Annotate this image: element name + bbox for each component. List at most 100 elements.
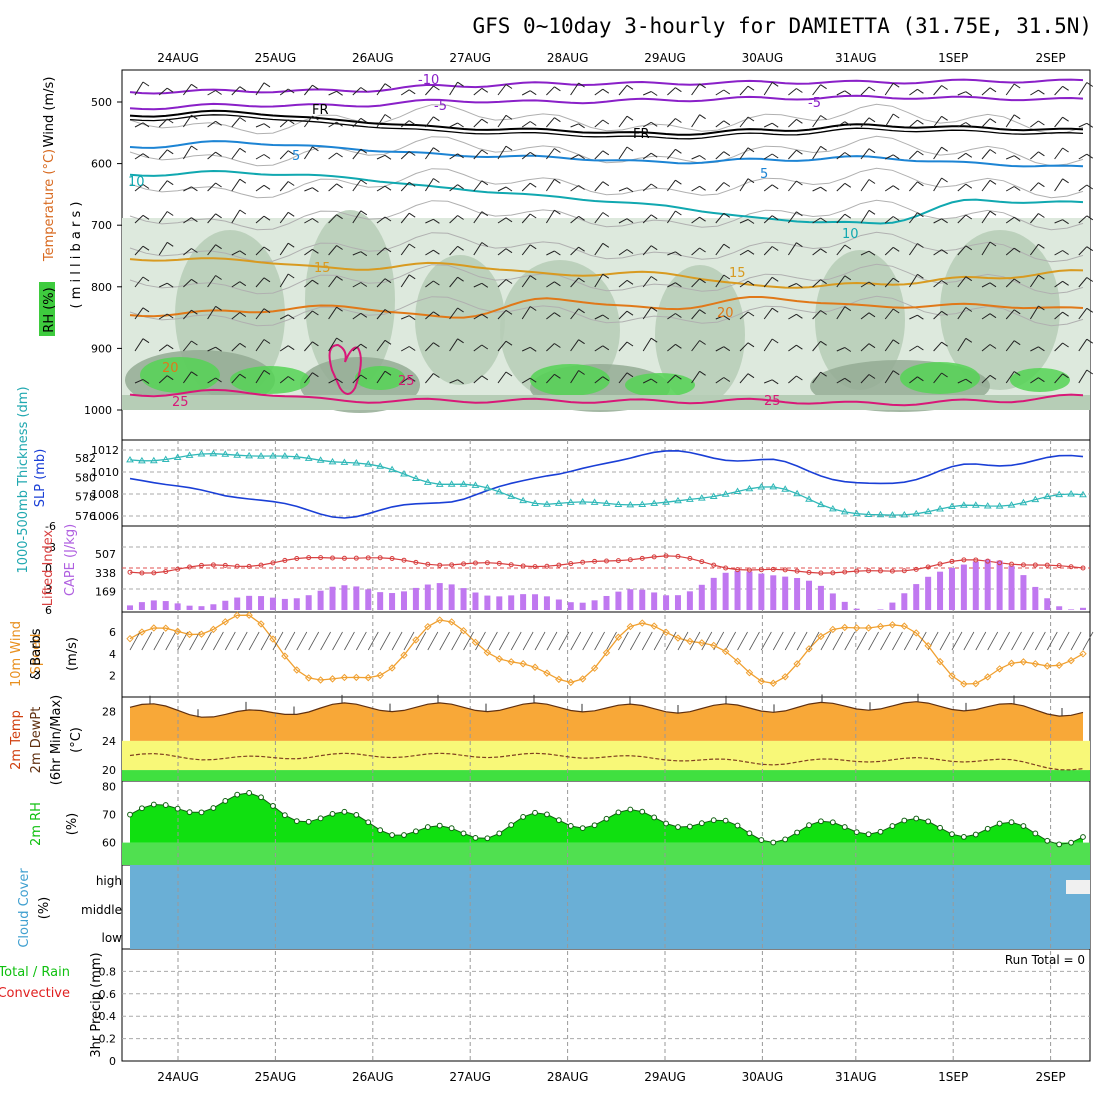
wind-barb-flag	[554, 343, 561, 348]
wind-barb	[231, 209, 241, 224]
wind-barb-flag	[433, 178, 440, 183]
wind-barb	[763, 82, 773, 96]
wind-barb-flag	[989, 241, 997, 247]
wind-barb-flag	[142, 245, 150, 251]
thickness-marker	[197, 450, 206, 457]
wind-barb-flag	[796, 283, 803, 288]
wind-barb	[521, 121, 531, 128]
cape-bar	[674, 595, 681, 610]
lifted-index-marker	[425, 561, 431, 567]
wind-barb	[473, 149, 483, 160]
wind-barb-flag	[529, 151, 537, 157]
wind-barb	[909, 119, 918, 128]
wind-barb-flag	[650, 245, 658, 251]
rh2m-marker	[532, 809, 538, 816]
temp-band-yellow	[122, 740, 1090, 771]
lifted-index-marker	[1056, 563, 1062, 569]
wind-barb-flag	[917, 181, 924, 187]
rh2m-marker	[496, 830, 503, 837]
wind10-barb	[1070, 631, 1082, 651]
wind-barb	[642, 214, 652, 224]
wind-barb-flag	[723, 212, 731, 218]
thickness-marker	[566, 498, 575, 505]
wind-barb-flag	[239, 250, 247, 256]
wind-barb-flag	[433, 147, 440, 153]
cape-bar	[806, 580, 813, 610]
rh2m-marker	[675, 824, 681, 830]
wind-barb-flag	[457, 379, 464, 385]
rh2m-tick-label: 80	[102, 781, 116, 794]
wind-barb	[884, 246, 894, 256]
wind-barb	[957, 307, 967, 320]
wind-barb	[788, 313, 797, 320]
wind-barb-flag	[287, 345, 295, 351]
wind-barb-flag	[457, 153, 464, 159]
wind-barb-flag	[191, 217, 198, 223]
wind-barb	[521, 275, 531, 288]
wind-barb	[497, 217, 507, 224]
lifted-index-marker	[961, 557, 967, 563]
lifted-index-marker	[735, 567, 741, 573]
thickness-marker	[876, 510, 885, 518]
date-label-bottom: 26AUG	[352, 1070, 394, 1084]
cape-bar	[293, 598, 300, 610]
rh2m-marker	[317, 815, 324, 822]
wind-barb-flag	[312, 279, 319, 285]
wind-barb	[449, 81, 459, 96]
wind-barb	[183, 186, 192, 192]
wind-barb-flag	[505, 340, 513, 346]
wind10-marker	[1019, 658, 1028, 666]
wind-barb	[909, 376, 918, 384]
wind-barb-flag	[699, 309, 706, 315]
rh2m-marker	[389, 832, 395, 838]
cape-bar	[543, 596, 550, 610]
wind-barb	[1054, 116, 1063, 128]
wind-barb-flag	[1038, 151, 1045, 157]
contour-label: 10	[128, 175, 145, 190]
wind-barb	[1030, 89, 1039, 96]
wind-barb	[788, 283, 797, 288]
rh2m-marker	[341, 808, 348, 815]
wind10-marker	[578, 675, 587, 683]
wind-barb-flag	[1086, 82, 1094, 87]
wind-barb	[400, 376, 410, 384]
cape-bar	[520, 594, 527, 610]
thickness-marker	[948, 502, 956, 510]
wind10-marker	[555, 675, 563, 684]
wind-barb	[279, 119, 289, 128]
rh2m-marker	[615, 809, 622, 816]
rh2m-marker	[579, 825, 586, 832]
temp-contour	[129, 78, 1084, 95]
wind10-barb	[939, 631, 951, 651]
wind-barb-flag	[166, 375, 174, 381]
wind-barb	[376, 247, 386, 256]
thickness-marker	[757, 482, 766, 490]
wind10-barb	[415, 631, 427, 651]
wind10-tick-label: 2	[109, 669, 116, 682]
rh2m-marker	[544, 811, 550, 818]
wind10-marker	[531, 663, 539, 671]
wind10-marker	[233, 611, 241, 620]
lifted-index-marker	[746, 567, 752, 573]
wind-barb-flag	[142, 338, 150, 344]
wind-barb-flag	[1013, 186, 1021, 191]
lifted-index-marker	[175, 566, 181, 572]
wind-barb-flag	[965, 122, 973, 127]
lifted-index-marker	[842, 569, 848, 575]
thickness-marker	[352, 459, 361, 466]
wind-barb-flag	[941, 115, 948, 121]
rh2m-marker	[222, 798, 229, 804]
wind-barb-flag	[626, 146, 634, 152]
wind-barb-flag	[1062, 116, 1069, 122]
wind10-marker	[960, 680, 968, 688]
thickness-marker	[793, 489, 801, 497]
cape-bar	[996, 560, 1003, 610]
wind-barb	[1030, 120, 1039, 128]
wind10-marker	[972, 679, 980, 688]
run-total: Run Total = 0	[1005, 953, 1085, 967]
wind10-marker	[924, 642, 932, 650]
wind-barb	[134, 276, 144, 288]
wind10-marker	[162, 624, 170, 632]
wind-barb	[715, 151, 725, 160]
wind-barb-flag	[191, 83, 198, 89]
